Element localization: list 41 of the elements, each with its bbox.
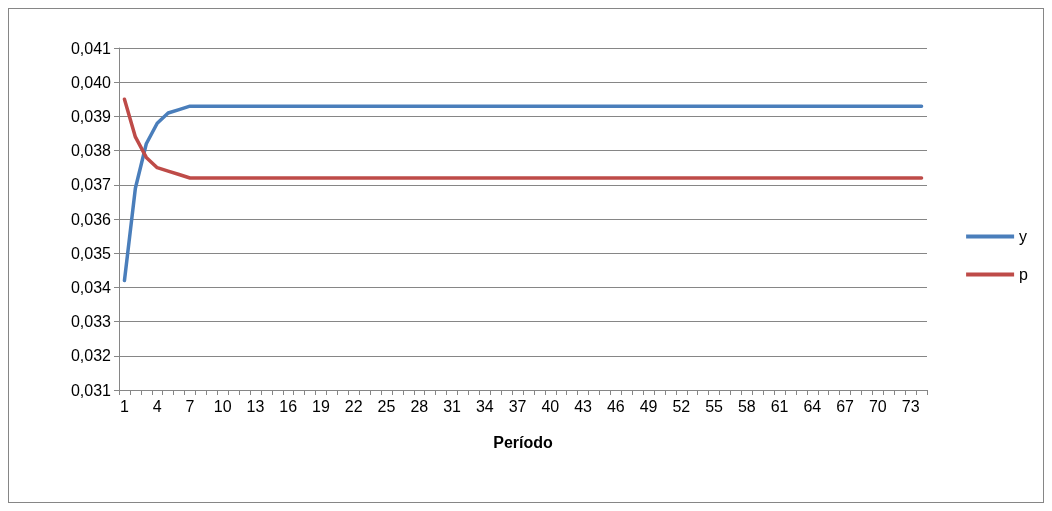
x-tick-label: 10 — [213, 397, 232, 415]
x-tick-label: 46 — [606, 397, 625, 415]
x-tick-label: 28 — [410, 397, 429, 415]
x-tick-label: 43 — [574, 397, 593, 415]
x-tick-label: 67 — [836, 397, 855, 415]
legend-label: y — [1019, 228, 1028, 245]
x-tick-label: 34 — [475, 397, 494, 415]
x-tick-label: 19 — [312, 397, 330, 415]
x-tick-label: 73 — [901, 397, 920, 415]
y-tick-label: 0,036 — [70, 210, 112, 228]
y-tick-label: 0,033 — [70, 313, 112, 331]
x-tick-label: 16 — [279, 397, 298, 415]
x-tick-label: 4 — [152, 397, 162, 415]
line-series — [122, 104, 924, 283]
x-tick-label: 25 — [377, 397, 396, 415]
y-tick-label: 0,040 — [70, 73, 112, 91]
line-series — [122, 97, 924, 180]
y-tick-label: 0,031 — [70, 381, 112, 399]
y-tick-label: 0,034 — [70, 278, 112, 296]
x-tick-label: 49 — [639, 397, 658, 415]
x-tick-label: 55 — [705, 397, 724, 415]
x-tick-label: 7 — [185, 397, 195, 415]
y-tick-label: 0,035 — [70, 244, 112, 262]
x-tick-label: 61 — [770, 397, 789, 415]
legend-label: p — [1019, 266, 1029, 283]
y-tick-label: 0,032 — [70, 347, 112, 365]
x-tick-label: 22 — [344, 397, 363, 415]
x-tick-label: 13 — [246, 397, 265, 415]
x-tick-label: 37 — [508, 397, 527, 415]
x-tick-label: 40 — [541, 397, 560, 415]
x-tick-label: 52 — [672, 397, 691, 415]
x-tick-label: 70 — [868, 397, 887, 415]
x-tick-label: 31 — [443, 397, 462, 415]
x-tick-label: 64 — [803, 397, 822, 415]
y-tick-label: 0,039 — [70, 107, 112, 125]
x-tick-label: 58 — [737, 397, 756, 415]
y-tick-label: 0,041 — [70, 39, 112, 57]
y-tick-label: 0,038 — [70, 142, 112, 160]
y-tick-label: 0,037 — [70, 176, 112, 194]
x-axis-title: Período — [493, 433, 554, 451]
x-tick-label: 1 — [120, 397, 130, 415]
